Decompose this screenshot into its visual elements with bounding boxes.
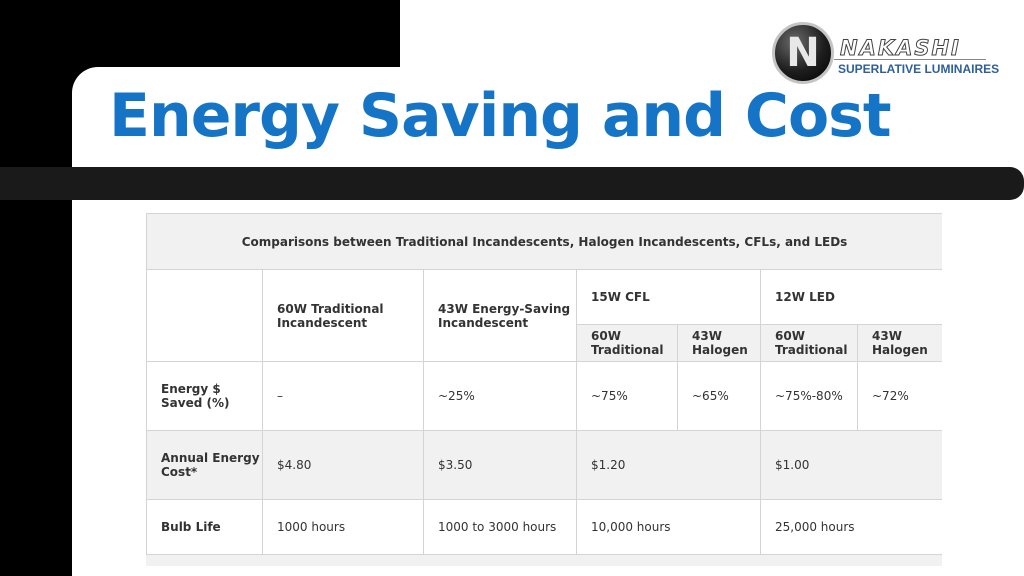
table-subheader-row: 60W Traditional 43W Halogen 60W Traditio… bbox=[147, 324, 942, 362]
table-cell: ~75% bbox=[576, 361, 678, 431]
comparison-table: Comparisons between Traditional Incandes… bbox=[146, 213, 942, 555]
row-label-annual-energy-cost: Annual Energy Cost* bbox=[146, 430, 263, 500]
title-card bbox=[72, 67, 1024, 172]
table-row: Energy $ Saved (%) – ~25% ~75% ~65% ~75%… bbox=[146, 361, 942, 431]
logo-tagline: SUPERLATIVE LUMINAIRES bbox=[838, 62, 1000, 76]
table-caption-row: Comparisons between Traditional Incandes… bbox=[146, 213, 942, 270]
header-empty-cell bbox=[146, 269, 263, 362]
nakashi-logo: N NAKASHI SUPERLATIVE LUMINAIRES bbox=[770, 22, 999, 88]
logo-wordmark: NAKASHI bbox=[840, 36, 961, 61]
subheader-led-halogen: 43W Halogen bbox=[856, 324, 942, 362]
table-cell: ~65% bbox=[677, 361, 761, 431]
logo-emblem: N bbox=[772, 22, 834, 84]
table-row: Bulb Life 1000 hours 1000 to 3000 hours … bbox=[146, 499, 942, 555]
table-row: Annual Energy Cost* $4.80 $3.50 $1.20 $1… bbox=[146, 430, 942, 500]
table-cell: $4.80 bbox=[262, 430, 424, 500]
table-cell: 1000 hours bbox=[262, 499, 424, 555]
table-cell: $1.00 bbox=[759, 430, 942, 500]
subheader-led-traditional: 60W Traditional bbox=[760, 324, 858, 362]
subheader-cfl-halogen: 43W Halogen bbox=[677, 324, 761, 362]
row-label-energy-saved: Energy $ Saved (%) bbox=[146, 361, 263, 431]
header-15w-cfl: 15W CFL bbox=[576, 269, 761, 325]
table-cell: 1000 to 3000 hours bbox=[423, 499, 577, 555]
table-header-row: 60W Traditional Incandescent 43W Energy-… bbox=[146, 269, 942, 362]
subheader-cfl-traditional: 60W Traditional bbox=[576, 324, 678, 362]
table-cell: 25,000 hours bbox=[759, 499, 942, 555]
comparison-table-container: Comparisons between Traditional Incandes… bbox=[146, 213, 942, 566]
table-cell: 10,000 hours bbox=[576, 499, 761, 555]
header-12w-led: 12W LED bbox=[759, 269, 942, 325]
page-title: Energy Saving and Cost bbox=[109, 81, 892, 151]
table-cell: $3.50 bbox=[423, 430, 577, 500]
table-caption: Comparisons between Traditional Incandes… bbox=[146, 213, 942, 270]
black-left-strip bbox=[0, 0, 72, 576]
table-cell: ~25% bbox=[423, 361, 577, 431]
table-cell: ~72% bbox=[856, 361, 942, 431]
row-label-bulb-life: Bulb Life bbox=[146, 499, 263, 555]
table-cell: – bbox=[262, 361, 424, 431]
logo-divider bbox=[834, 59, 986, 60]
logo-letter: N bbox=[786, 30, 820, 76]
header-divider-bar bbox=[0, 167, 1024, 200]
header-60w-incandescent: 60W Traditional Incandescent bbox=[262, 269, 424, 362]
table-cell: $1.20 bbox=[576, 430, 761, 500]
header-43w-energy-saving: 43W Energy-Saving Incandescent bbox=[423, 269, 577, 362]
table-cell: ~75%-80% bbox=[760, 361, 858, 431]
